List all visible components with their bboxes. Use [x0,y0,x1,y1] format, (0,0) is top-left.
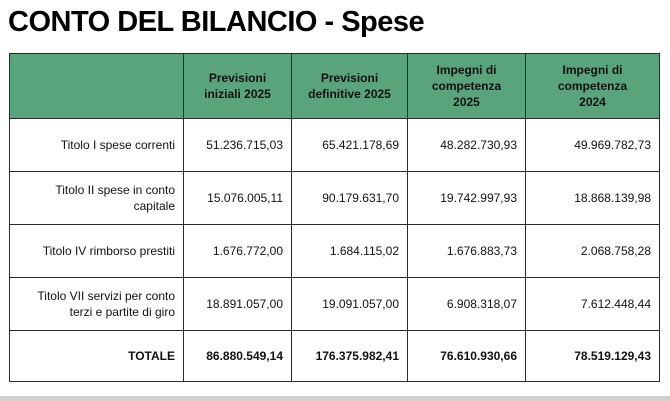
table-row: Titolo IV rimborso prestiti 1.676.772,00… [9,224,660,278]
table-cell: 1.676.883,73 [407,224,526,278]
table-row: Titolo II spese in conto capitale 15.076… [9,171,660,225]
row-label-line: Titolo IV rimborso prestiti [42,244,175,258]
column-header-line: competenza [431,79,502,93]
row-label-line: Titolo I spese correnti [60,138,175,152]
table-cell: 90.179.631,70 [291,171,408,225]
column-header-line: Impegni di [436,63,497,77]
table-cell: 1.684.115,02 [291,224,408,278]
total-label: TOTALE [9,330,184,382]
table-cell: 6.908.318,07 [407,277,526,331]
column-header: Previsioni definitive 2025 [291,53,408,119]
row-label: Titolo VII servizi per conto terzi e par… [9,277,184,331]
table-cell: 19.091.057,00 [291,277,408,331]
total-cell: 76.610.930,66 [407,330,526,382]
column-header-line: competenza [557,79,628,93]
table-cell: 49.969.782,73 [525,118,660,172]
table-cell: 15.076.005,11 [183,171,292,225]
table-header-row: Previsioni iniziali 2025 Previsioni defi… [9,53,660,119]
column-header-line: definitive 2025 [308,87,391,101]
column-header: Impegni di competenza 2024 [525,53,660,119]
column-header: Impegni di competenza 2025 [407,53,526,119]
table-cell: 2.068.758,28 [525,224,660,278]
column-header-line: Previsioni [320,71,379,85]
row-label: Titolo I spese correnti [9,118,184,172]
bottom-divider [0,396,670,401]
column-header-line: Previsioni [208,71,267,85]
row-label-line: Titolo VII servizi per conto [37,289,175,303]
row-label-line: terzi e partite di giro [69,305,175,319]
header-corner-cell [9,53,184,119]
table-cell: 19.742.997,93 [407,171,526,225]
row-label-line: capitale [133,199,175,213]
table-cell: 18.891.057,00 [183,277,292,331]
total-cell: 78.519.129,43 [525,330,660,382]
row-label: Titolo II spese in conto capitale [9,171,184,225]
table-row: Titolo I spese correnti 51.236.715,03 65… [9,118,660,172]
expenses-table: Previsioni iniziali 2025 Previsioni defi… [9,53,660,382]
column-header-line: iniziali 2025 [204,87,271,101]
table-cell: 18.868.139,98 [525,171,660,225]
table-cell: 7.612.448,44 [525,277,660,331]
column-header-line: 2024 [579,95,606,109]
table-row: Titolo VII servizi per conto terzi e par… [9,277,660,331]
total-cell: 176.375.982,41 [291,330,408,382]
row-label-line: Titolo II spese in conto [55,183,175,197]
column-header-line: 2025 [453,95,480,109]
column-header: Previsioni iniziali 2025 [183,53,292,119]
total-row: TOTALE 86.880.549,14 176.375.982,41 76.6… [9,330,660,382]
table-cell: 65.421.178,69 [291,118,408,172]
total-cell: 86.880.549,14 [183,330,292,382]
column-header-line: Impegni di [562,63,623,77]
page-title: CONTO DEL BILANCIO - Spese [8,6,425,38]
row-label: Titolo IV rimborso prestiti [9,224,184,278]
table-cell: 1.676.772,00 [183,224,292,278]
table-cell: 48.282.730,93 [407,118,526,172]
table-cell: 51.236.715,03 [183,118,292,172]
